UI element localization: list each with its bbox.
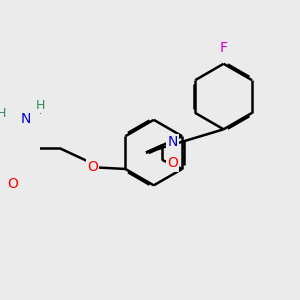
Text: N: N [20,112,31,126]
Text: N: N [167,135,178,149]
Text: H: H [0,107,6,120]
Text: H: H [36,99,46,112]
Text: F: F [220,41,228,55]
Text: O: O [87,160,98,174]
Text: O: O [167,156,178,170]
Text: O: O [7,178,18,191]
